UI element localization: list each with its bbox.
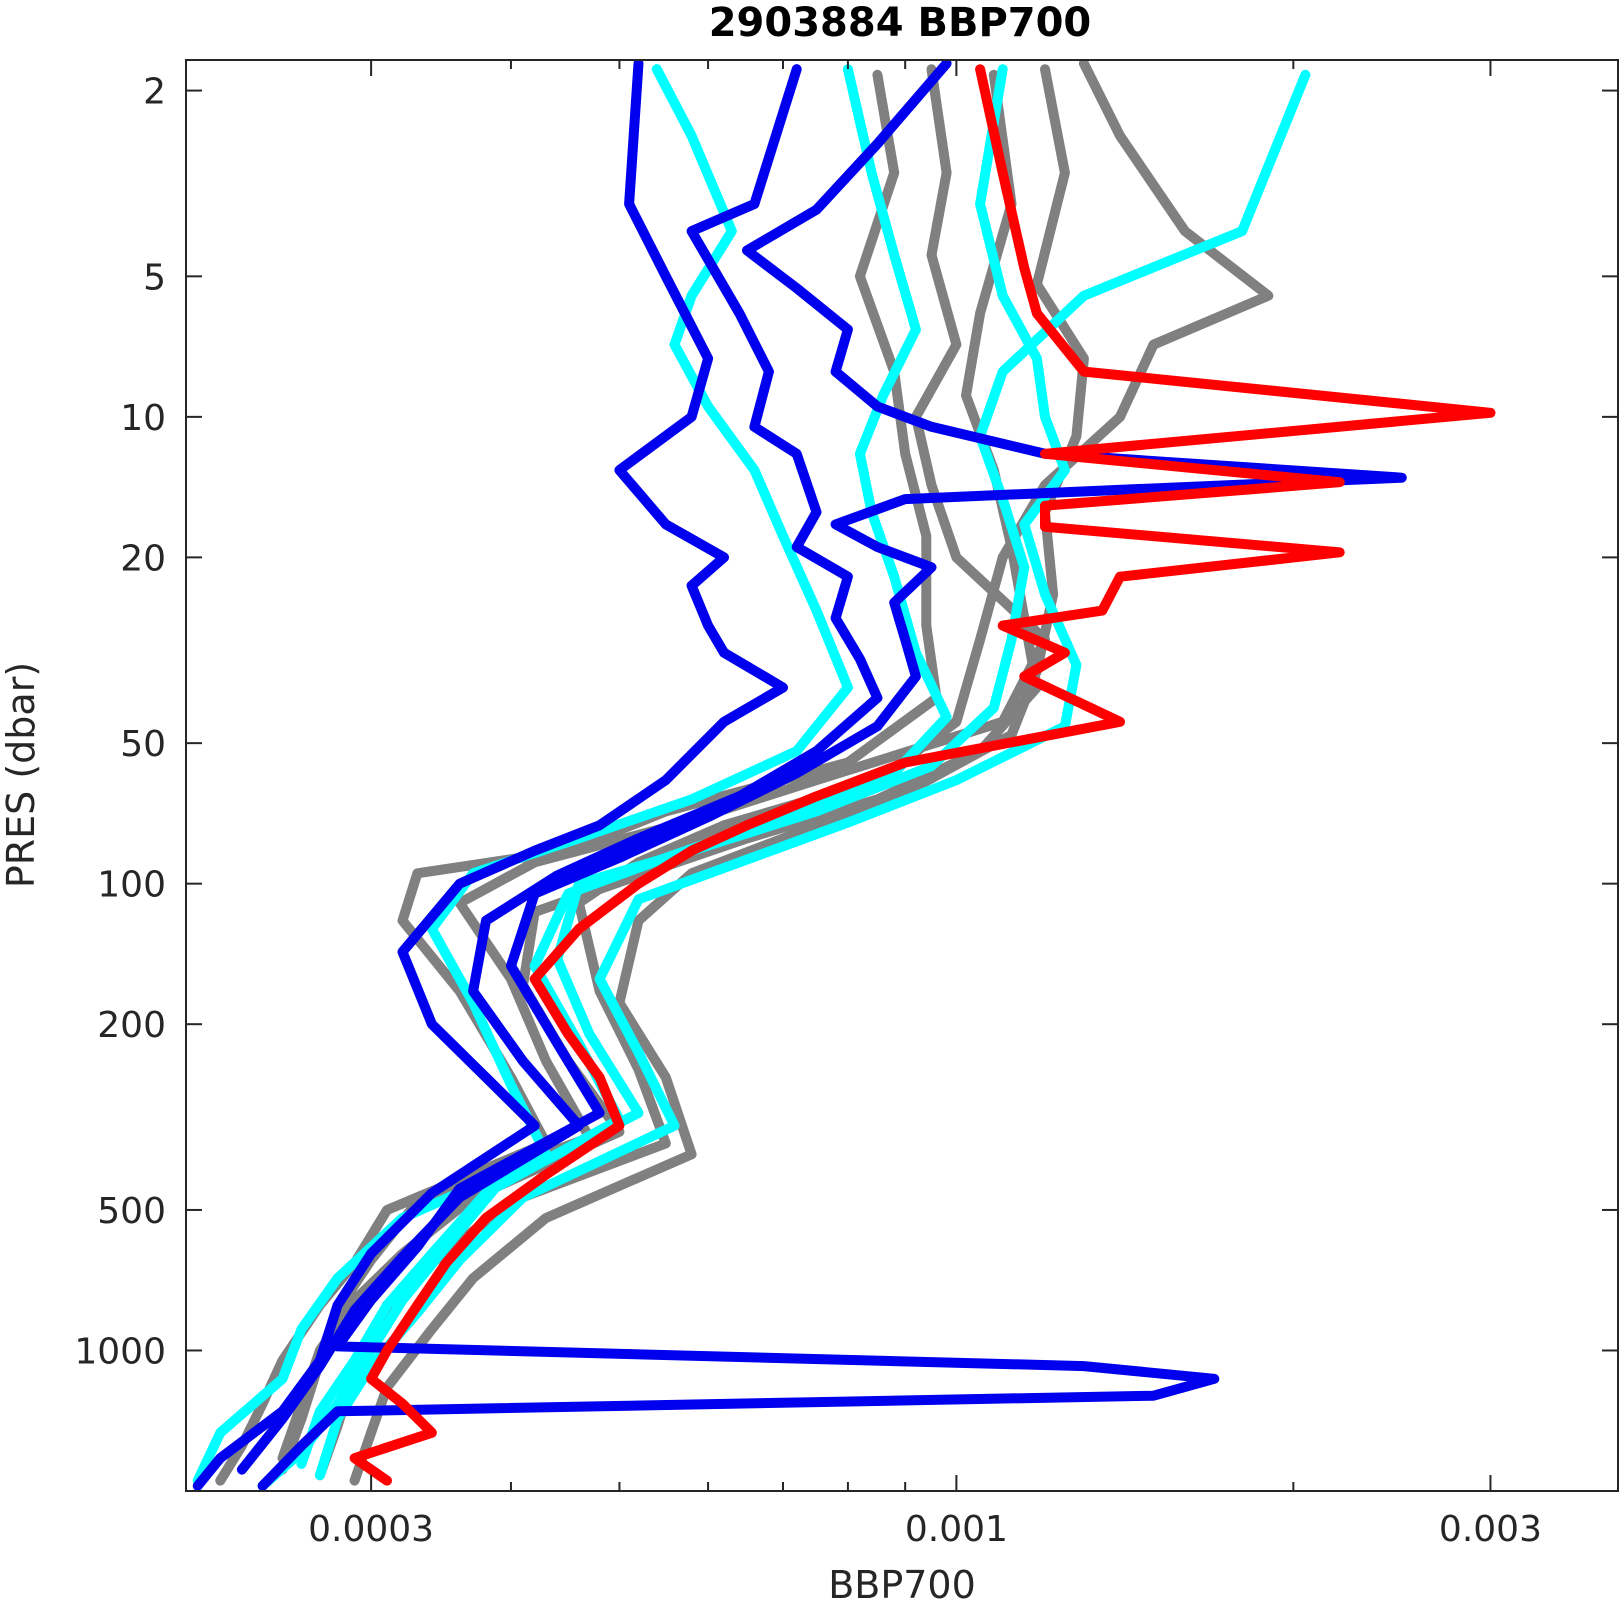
y-axis-ticks: 2 5 10 20 50 100 200 500 1000	[74, 72, 1618, 1372]
x-axis-ticks: 0.0003 0.001 0.003	[308, 60, 1542, 1550]
profile-lines	[192, 60, 1496, 1491]
y-tick-label-8: 500	[97, 1191, 166, 1232]
y-tick-label-7: 200	[97, 1005, 166, 1046]
y-axis-label: PRES (dbar)	[0, 662, 43, 888]
y-tick-label-9: 1000	[74, 1331, 166, 1372]
chart-title: 2903884 BBP700	[709, 0, 1092, 46]
profile-line-red-13	[349, 64, 1496, 1486]
x-axis-label: BBP700	[828, 1563, 976, 1607]
x-tick-label-1: 0.0003	[308, 1509, 434, 1550]
plot-frame	[185, 59, 1619, 1492]
y-tick-label-6: 100	[97, 865, 166, 906]
y-tick-label-2: 5	[143, 257, 166, 298]
profile-line-cyan-6	[192, 64, 853, 1486]
profile-line-cyan-8	[314, 64, 1082, 1481]
x-tick-label-2: 0.001	[905, 1509, 1008, 1550]
profile-line-blue-10	[192, 60, 788, 1491]
y-tick-label-5: 50	[120, 724, 166, 765]
x-tick-label-3: 0.003	[1439, 1509, 1542, 1550]
y-tick-label-4: 20	[120, 538, 166, 579]
profile-line-gray-4	[349, 64, 1089, 1486]
profile-line-blue-12	[257, 60, 1407, 1491]
y-tick-label-3: 10	[120, 398, 166, 439]
y-tick-label-1: 2	[143, 72, 166, 113]
